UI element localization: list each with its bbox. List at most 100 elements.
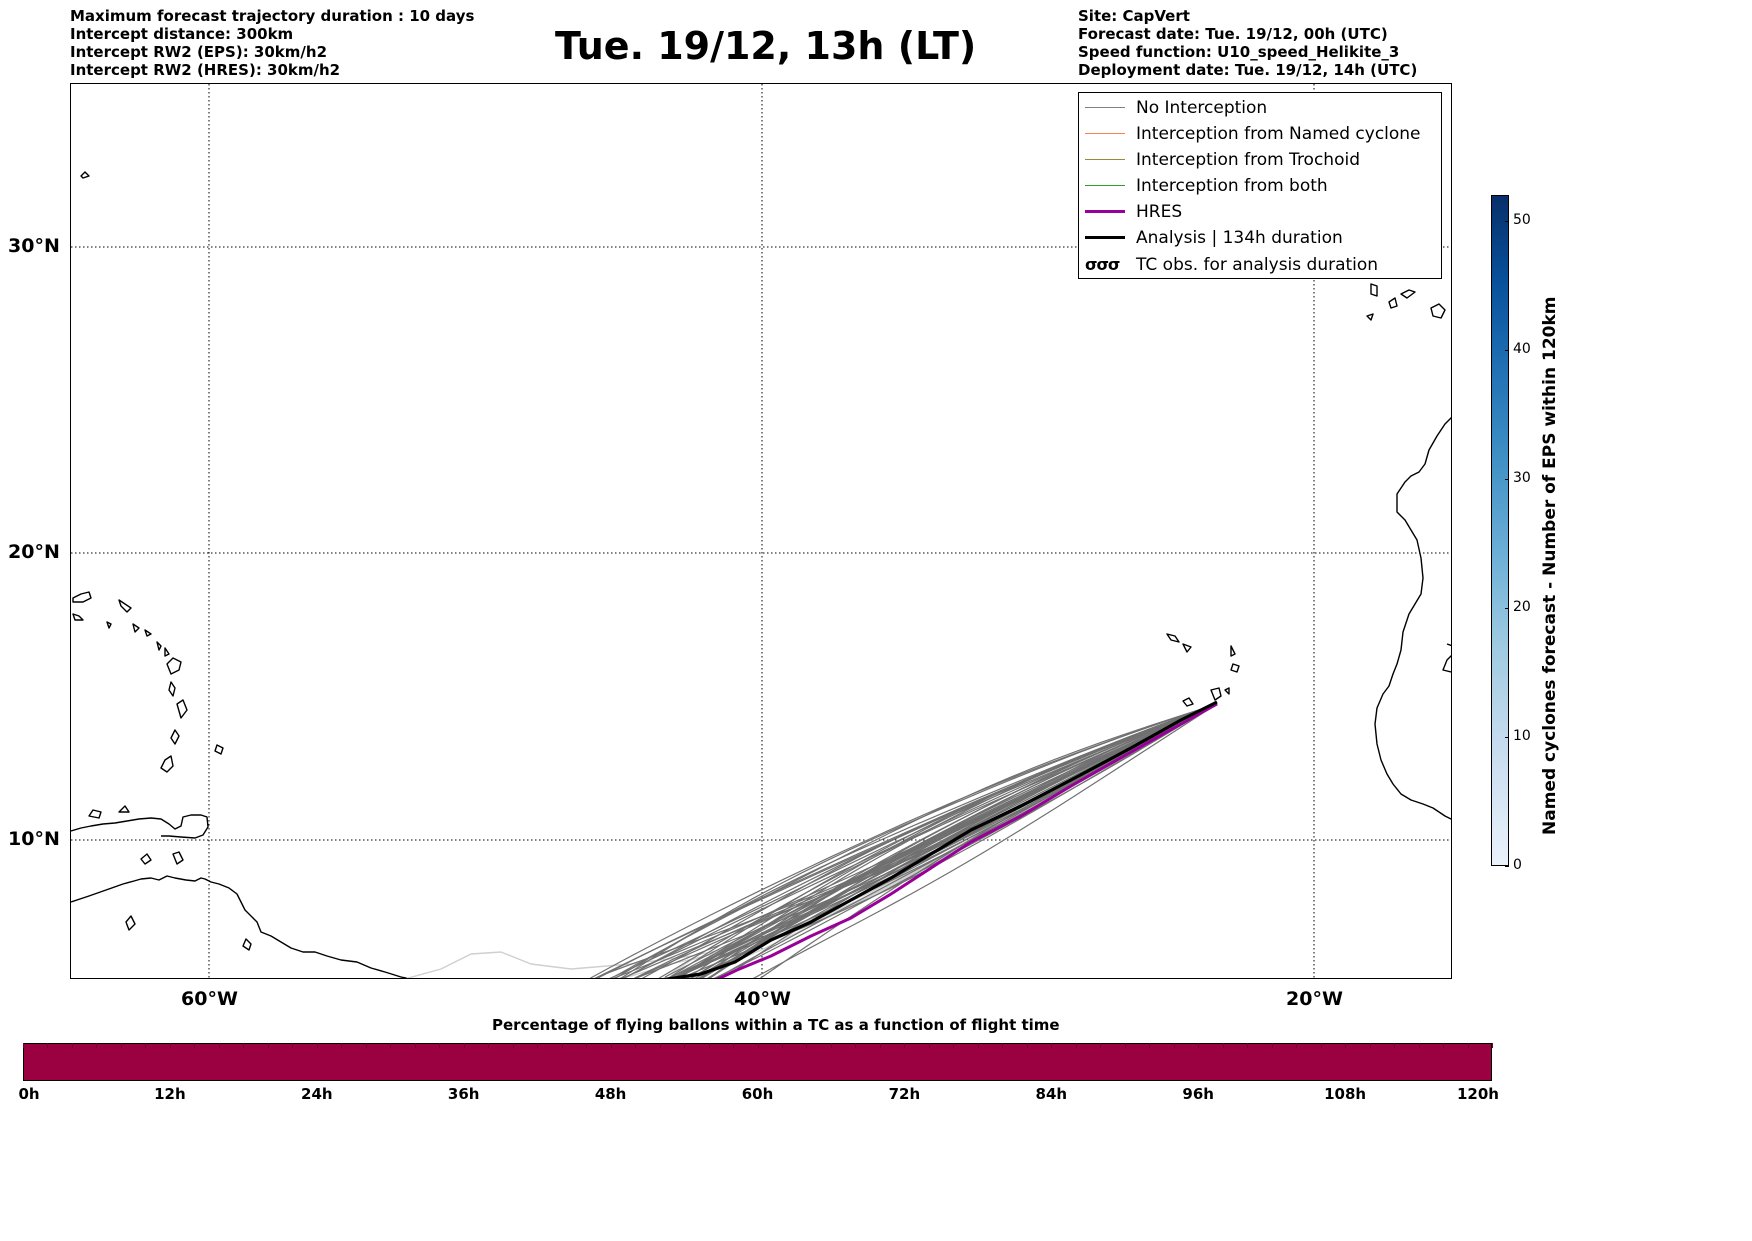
colorbar-bottom-minor-tick xyxy=(488,1043,490,1048)
colorbar-bottom-minor-tick xyxy=(316,1043,318,1048)
header-left-line-4: Intercept RW2 (HRES): 30km/h2 xyxy=(70,61,341,79)
bottom-colorbar-title: Percentage of flying ballons within a TC… xyxy=(492,1016,1060,1034)
colorbar-bottom-minor-tick xyxy=(806,1043,808,1048)
colorbar-bottom-minor-tick xyxy=(977,1043,979,1048)
map-canvas xyxy=(71,84,1451,978)
ensemble-trajectory xyxy=(597,703,1218,978)
lon-label-20w: 20°W xyxy=(1286,988,1343,1010)
colorbar-bottom-tick-label: 12h xyxy=(154,1085,186,1103)
page-title: Tue. 19/12, 13h (LT) xyxy=(555,24,977,68)
colorbar-bottom-minor-tick xyxy=(1418,1043,1420,1048)
colorbar-bottom-minor-tick xyxy=(169,1043,171,1048)
colorbar-bottom-minor-tick xyxy=(928,1043,930,1048)
colorbar-bottom-minor-tick xyxy=(243,1043,245,1048)
ensemble-trajectory xyxy=(634,703,1218,978)
header-left-line-1: Maximum forecast trajectory duration : 1… xyxy=(70,7,475,25)
colorbar-bottom-tick-label: 84h xyxy=(1035,1085,1068,1103)
colorbar-right-tick-mark xyxy=(1505,866,1509,867)
colorbar-bottom-minor-tick xyxy=(1222,1043,1224,1048)
canary-islands xyxy=(1370,283,1378,297)
legend-item-both: Interception from both xyxy=(1079,173,1441,199)
colorbar-bottom-minor-tick xyxy=(1271,1043,1273,1048)
colorbar-bottom-minor-tick xyxy=(1149,1043,1151,1048)
colorbar-right-tick-label: 20 xyxy=(1513,598,1531,615)
colorbar-bottom-minor-tick xyxy=(267,1043,269,1048)
colorbar-bottom-minor-tick xyxy=(1075,1043,1077,1048)
colorbar-bottom-minor-tick xyxy=(1345,1043,1347,1048)
colorbar-right-tick-mark xyxy=(1505,607,1509,609)
header-right-line-3: Speed function: U10_speed_Helikite_3 xyxy=(1078,43,1400,61)
colorbar-bottom-minor-tick xyxy=(1369,1043,1371,1048)
colorbar-bottom-minor-tick xyxy=(365,1043,367,1048)
legend-item-no-interception: No Interception xyxy=(1079,95,1441,121)
legend-label-trochoid: Interception from Trochoid xyxy=(1136,150,1360,170)
colorbar-bottom-tick-label: 72h xyxy=(888,1085,921,1103)
colorbar-bottom-minor-tick xyxy=(879,1043,881,1048)
coastline-south-america xyxy=(71,875,410,978)
colorbar-bottom-tick-label: 24h xyxy=(301,1085,333,1103)
colorbar-bottom-minor-tick xyxy=(830,1043,832,1048)
legend-item-analysis: Analysis | 134h duration xyxy=(1079,225,1441,251)
colorbar-right-tick-mark xyxy=(1505,349,1509,351)
legend-item-trochoid: Interception from Trochoid xyxy=(1079,147,1441,173)
colorbar-bottom-minor-tick xyxy=(1394,1043,1396,1048)
colorbar-bottom-minor-tick xyxy=(1198,1043,1200,1048)
colorbar-right-label: Named cyclones forecast - Number of EPS … xyxy=(1540,296,1560,835)
header-left-line-3: Intercept RW2 (EPS): 30km/h2 xyxy=(70,43,327,61)
colorbar-bottom-tick-label: 60h xyxy=(741,1085,774,1103)
header-left-line-2: Intercept distance: 300km xyxy=(70,25,294,43)
ensemble-trajectory xyxy=(677,703,1218,978)
colorbar-bottom-minor-tick xyxy=(1026,1043,1028,1048)
colorbar-bottom-minor-tick xyxy=(659,1043,661,1048)
colorbar-bottom-minor-tick xyxy=(390,1043,392,1048)
header-right-line-4: Deployment date: Tue. 19/12, 14h (UTC) xyxy=(1078,61,1418,79)
colorbar-bottom-minor-tick xyxy=(1492,1043,1493,1048)
ensemble-trajectory xyxy=(753,703,1218,978)
coastlines xyxy=(71,171,1451,978)
colorbar-bottom-minor-tick xyxy=(1124,1043,1126,1048)
legend-swatch-analysis xyxy=(1085,236,1125,239)
ensemble-trajectory xyxy=(700,703,1218,978)
colorbar-bottom-minor-tick xyxy=(439,1043,441,1048)
colorbar-bottom-minor-tick xyxy=(414,1043,416,1048)
colorbar-bottom-minor-tick xyxy=(684,1043,686,1048)
colorbar-right-tick-label: 40 xyxy=(1513,340,1531,357)
tc-obs-symbol-icon: σσσ xyxy=(1085,255,1120,274)
legend-swatch-named-cyclone xyxy=(1085,133,1125,134)
colorbar-bottom-minor-tick xyxy=(1467,1043,1469,1048)
colorbar-bottom-minor-tick xyxy=(512,1043,514,1048)
legend-item-tc-obs: σσσ TC obs. for analysis duration xyxy=(1079,252,1441,278)
colorbar-bottom-minor-tick xyxy=(1296,1043,1298,1048)
legend-label-named-cyclone: Interception from Named cyclone xyxy=(1136,124,1421,144)
header-right-line-1: Site: CapVert xyxy=(1078,7,1190,25)
legend-label-no-interception: No Interception xyxy=(1136,98,1268,118)
colorbar-bottom-minor-tick xyxy=(47,1043,49,1048)
colorbar-bottom-tick-label: 36h xyxy=(447,1085,480,1103)
map-legend: No Interception Interception from Named … xyxy=(1078,92,1442,279)
coastline-africa xyxy=(1374,417,1451,820)
colorbar-right xyxy=(1491,195,1509,866)
legend-swatch-no-interception xyxy=(1085,107,1125,108)
colorbar-bottom-minor-tick xyxy=(708,1043,710,1048)
legend-swatch-trochoid xyxy=(1085,159,1125,160)
colorbar-bottom-tick-label: 120h xyxy=(1457,1085,1499,1103)
colorbar-bottom-minor-tick xyxy=(120,1043,122,1048)
legend-label-tc-obs: TC obs. for analysis duration xyxy=(1136,255,1379,275)
colorbar-bottom-minor-tick xyxy=(1247,1043,1249,1048)
caribbean-islands xyxy=(72,591,92,603)
trajectory-bundle xyxy=(405,700,1218,978)
colorbar-bottom-minor-tick xyxy=(904,1043,906,1048)
colorbar-bottom-minor-tick xyxy=(96,1043,98,1048)
colorbar-right-tick-mark xyxy=(1505,478,1509,480)
lat-label-10n: 10°N xyxy=(8,828,60,850)
colorbar-bottom-minor-tick xyxy=(194,1043,196,1048)
colorbar-bottom-minor-tick xyxy=(1320,1043,1322,1048)
colorbar-bottom-minor-tick xyxy=(733,1043,735,1048)
colorbar-bottom-minor-tick xyxy=(463,1043,465,1048)
colorbar-bottom-minor-tick xyxy=(1051,1043,1053,1048)
colorbar-right-tick-label: 0 xyxy=(1513,857,1522,873)
lon-label-40w: 40°W xyxy=(734,988,791,1010)
colorbar-bottom-minor-tick xyxy=(145,1043,147,1048)
colorbar-right-tick-label: 50 xyxy=(1513,211,1531,228)
cabo-verde-islands xyxy=(1166,633,1180,643)
